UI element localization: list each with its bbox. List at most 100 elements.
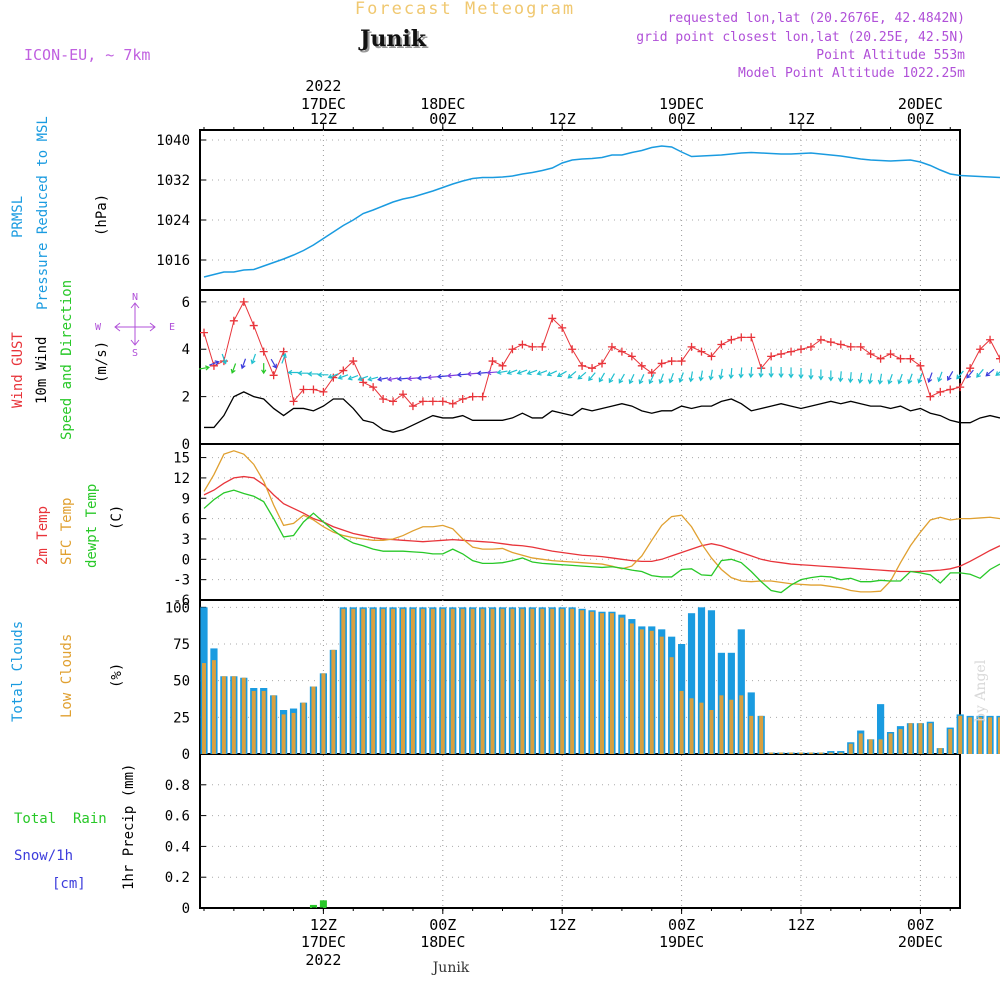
wind-gust-marker [528,342,537,351]
low-cloud-bar [600,613,604,754]
top-hour-label: 00Z [668,110,695,128]
wind-gust-marker [926,392,935,401]
low-cloud-bar [799,752,803,754]
wind-gust-marker [806,342,815,351]
wind-gust-marker [548,314,557,323]
wind-direction-arrow [946,371,954,381]
wind-direction-arrow [628,373,635,385]
wind-direction-arrow [357,375,369,382]
low-cloud-bar [789,752,794,754]
low-cloud-bar [410,608,415,754]
low-cloud-bar [231,676,236,754]
speed-direction-label: Speed and Direction [59,280,75,440]
bottom-date-label: 18DEC [420,933,465,951]
low-cloud-bar [639,629,644,754]
compass-rose-icon [114,302,156,346]
low-cloud-bar [669,657,674,754]
wind-direction-arrow [536,370,548,376]
wind-direction-arrow [221,353,228,365]
rain-bar [309,904,317,908]
low-cloud-bar [351,608,356,754]
wind-gust-marker [468,392,477,401]
wind-gust-marker [657,359,666,368]
y-tick-label: 0 [182,901,190,917]
credit-watermark: by Angel [973,659,989,722]
low-cloud-bar [779,752,784,754]
wind-gust-marker [309,385,318,394]
low-cloud-bar [361,608,366,754]
wind-gust-marker [448,399,457,408]
wind-direction-arrow [798,367,804,380]
total-cloud-bar [697,607,706,754]
wind-direction-arrow [837,371,844,383]
temp-unit: (C) [109,505,125,530]
low-cloud-bar [281,714,286,754]
low-cloud-bar [629,623,634,754]
wind-gust-marker [379,394,388,403]
wind-gust-marker [349,357,358,366]
y-tick-label: 1016 [156,253,190,269]
top-date-label: 20DEC [898,95,943,113]
wind-direction-arrow [927,372,933,384]
wind-gust-marker [229,316,238,325]
y-tick-label: 1032 [156,173,190,189]
wind-gust-marker [408,402,417,411]
y-tick-label: -3 [173,573,190,589]
y-tick-label: 4 [182,342,190,358]
low-cloud-bar [520,608,525,754]
wind-direction-arrow [966,369,974,379]
wind-gust-marker [906,354,915,363]
wind-gust-marker [667,357,676,366]
wind-direction-arrow [337,374,349,380]
wind-direction-arrow [486,369,498,376]
low-cloud-bar [261,690,266,754]
wind-direction-arrow [768,366,774,378]
wind-gust-marker [936,387,945,396]
low-cloud-bar [709,710,714,754]
wind-gust-marker [279,347,288,356]
wind-direction-arrow [556,370,567,378]
low-cloud-bar [689,698,694,754]
wind-direction-arrow [270,358,277,369]
y-tick-label: 50 [173,674,190,690]
wind-gust-marker [637,361,646,370]
low-cloud-bar [580,610,585,754]
pressure-msl-label: Pressure Reduced to MSL [35,116,51,310]
wind-gust-marker [478,392,487,401]
wind-direction-arrow [708,369,714,381]
low-cloud-bar [699,702,704,754]
data-marks [198,145,1000,909]
wind-direction-arrow [367,376,379,382]
wind-gust-marker [598,359,606,368]
wind-gust-marker [856,342,865,351]
low-cloud-bar [211,660,216,754]
y-tick-label: 0.6 [165,809,190,825]
wind-gust-marker [369,383,378,392]
10m-wind-label: 10m Wind [34,337,50,404]
wind-direction-arrow [956,370,964,380]
wind-gust-label: Wind GUST [10,332,26,408]
wind-gust-marker [359,378,368,387]
dewpt-temp-line [203,489,1000,594]
wind-gust-marker [588,364,597,373]
low-cloud-bar [381,608,386,754]
wind-gust-marker [389,397,398,406]
wind-gust-marker [339,366,348,375]
wind-direction-arrow [577,371,587,380]
low-cloud-bar [301,702,306,754]
wind-gust-marker [737,333,746,342]
bottom-hour-label: 12Z [310,916,337,934]
y-tick-label: 12 [173,471,190,487]
low-cloud-bar [749,715,754,754]
low-cloud-bar [988,717,993,754]
panel-frame-2 [199,443,961,601]
low-cloud-bar [440,608,445,754]
y-tick-label: 6 [182,512,190,528]
wind-direction-arrow [426,374,438,380]
wind-gust-marker [418,397,427,406]
low-cloud-bar [759,715,764,754]
bottom-date-label: 17DEC [301,933,346,951]
top-hour-label: 00Z [429,110,456,128]
low-cloud-bar [998,717,1000,754]
